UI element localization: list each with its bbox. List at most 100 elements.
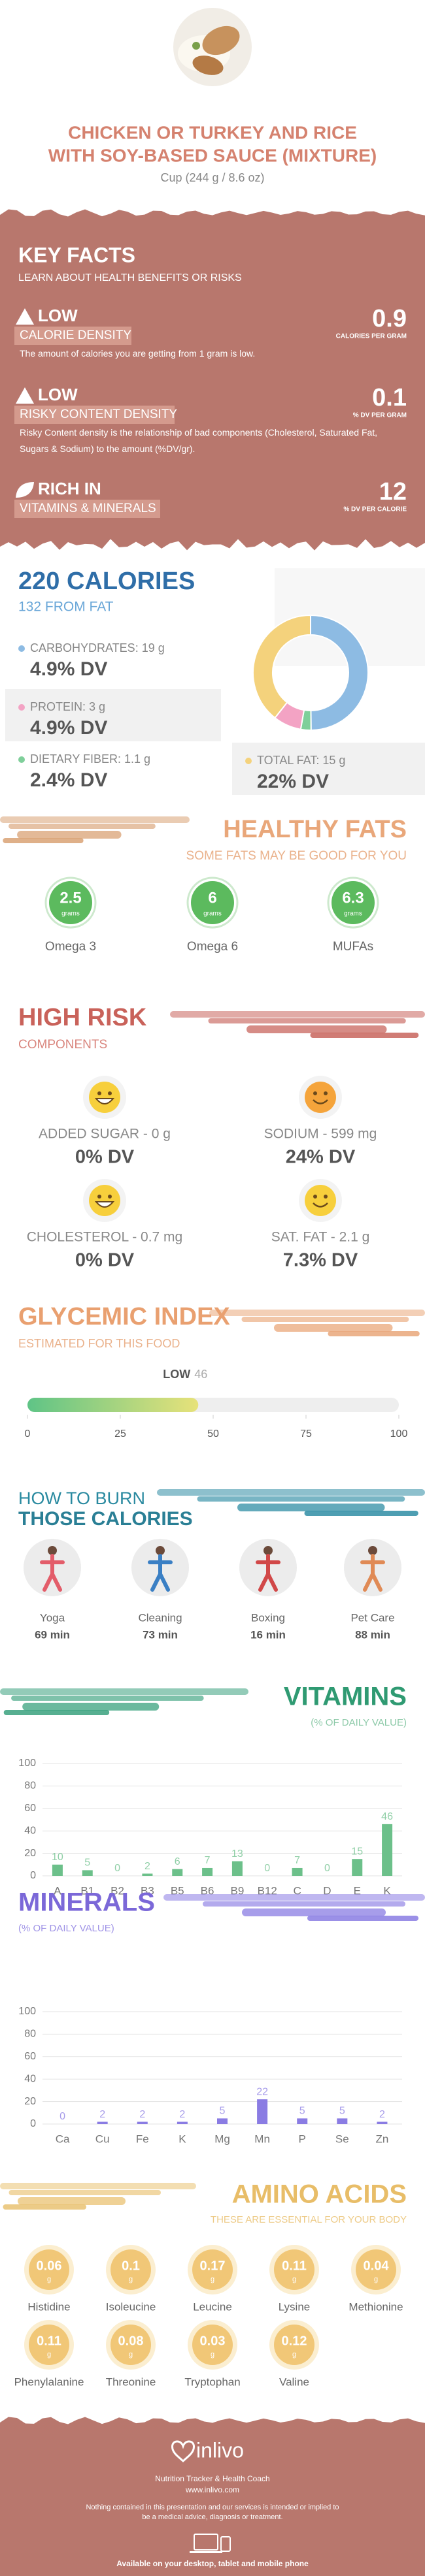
gi-value: 46 bbox=[194, 1368, 207, 1381]
amino-unit: g bbox=[292, 2351, 296, 2359]
decor-stripe bbox=[241, 1317, 409, 1322]
amino-value: 0.11 bbox=[282, 2259, 307, 2273]
device-icon bbox=[220, 2536, 231, 2552]
amino-value: 0.03 bbox=[200, 2334, 226, 2348]
bar bbox=[231, 1861, 243, 1876]
bar bbox=[177, 2121, 188, 2124]
decor-stripe bbox=[170, 1011, 425, 1018]
amino-unit: g bbox=[374, 2276, 378, 2283]
x-tick-label: Ca bbox=[56, 2133, 70, 2145]
decor-stripe bbox=[310, 1033, 419, 1038]
decor-stripe bbox=[307, 1916, 418, 1921]
bar bbox=[137, 2121, 148, 2124]
fat-circle bbox=[191, 881, 234, 924]
fat-value: 2.5 bbox=[60, 889, 81, 907]
bar bbox=[82, 1870, 93, 1876]
y-tick-label: 40 bbox=[24, 2073, 36, 2084]
value-label: 2 bbox=[144, 1861, 150, 1872]
fact-unit: % DV PER CALORIE bbox=[343, 506, 407, 513]
activity-name: Cleaning bbox=[138, 1611, 182, 1624]
activity-time: 69 min bbox=[35, 1628, 70, 1641]
face bbox=[89, 1185, 120, 1216]
availability: Available on your desktop, tablet and mo… bbox=[116, 2559, 309, 2568]
decor-stripe bbox=[17, 831, 122, 839]
section-subtitle: LEARN ABOUT HEALTH BENEFITS OR RISKS bbox=[18, 272, 242, 283]
amino-value: 0.08 bbox=[118, 2334, 144, 2348]
decor-stripe bbox=[22, 1703, 160, 1711]
nutrient-dv: 22% DV bbox=[257, 771, 329, 792]
device-icon bbox=[194, 2534, 218, 2551]
nutrient-bg bbox=[232, 743, 425, 795]
x-tick-label: Mg bbox=[214, 2133, 230, 2145]
amino-name: Isoleucine bbox=[106, 2300, 156, 2313]
description: Risky Content density is the relationshi… bbox=[20, 427, 378, 454]
decor-stripe bbox=[304, 1511, 418, 1516]
activity-head bbox=[156, 1546, 165, 1555]
page-title: WITH SOY-BASED SAUCE (MIXTURE) bbox=[48, 145, 377, 165]
face bbox=[89, 1082, 120, 1113]
device-icon bbox=[190, 2551, 222, 2553]
decor-stripe bbox=[209, 1310, 425, 1316]
decor-stripe bbox=[157, 1489, 425, 1496]
section-title: VITAMINS bbox=[284, 1682, 407, 1711]
y-tick-label: 100 bbox=[18, 2006, 36, 2017]
section-subtitle: (% OF DAILY VALUE) bbox=[18, 1923, 114, 1934]
value-label: 0 bbox=[114, 1863, 120, 1874]
fact-unit: % DV PER GRAM bbox=[353, 412, 407, 419]
face bbox=[305, 1082, 336, 1113]
warning-icon bbox=[16, 387, 34, 404]
value-label: 10 bbox=[52, 1852, 63, 1863]
nutrient-label: PROTEIN: 3 g bbox=[30, 700, 105, 713]
y-tick-label: 100 bbox=[18, 1758, 36, 1769]
gi-tick-label: 75 bbox=[300, 1428, 312, 1440]
amino-name: Methionine bbox=[348, 2300, 403, 2313]
decor-stripe bbox=[274, 1324, 393, 1332]
decor-stripe bbox=[0, 1688, 248, 1695]
label: CALORIE DENSITY bbox=[20, 329, 131, 342]
fat-name: Omega 6 bbox=[187, 940, 238, 954]
section-title: THOSE CALORIES bbox=[18, 1508, 193, 1530]
decor-stripe bbox=[3, 838, 84, 843]
value-label: 5 bbox=[299, 2106, 305, 2117]
bar bbox=[377, 2121, 388, 2124]
section-subtitle: (% OF DAILY VALUE) bbox=[311, 1717, 407, 1728]
gi-tick-label: 50 bbox=[207, 1428, 219, 1440]
face-mouth bbox=[94, 1098, 115, 1104]
activity-body bbox=[360, 1554, 385, 1592]
brand: inlivo bbox=[196, 2438, 244, 2462]
activity-time: 88 min bbox=[355, 1628, 390, 1641]
fat-unit: grams bbox=[344, 910, 362, 918]
nutrient-dv: 2.4% DV bbox=[30, 769, 107, 791]
y-tick-label: 20 bbox=[24, 2096, 36, 2107]
section-title: GLYCEMIC INDEX bbox=[18, 1303, 230, 1330]
nutrient-dot bbox=[245, 758, 252, 764]
amino-value: 0.17 bbox=[200, 2259, 226, 2273]
value-label: 7 bbox=[205, 1855, 211, 1866]
y-tick-label: 60 bbox=[24, 1803, 36, 1814]
nutrient-bg bbox=[5, 689, 221, 741]
fact-unit: CALORIES PER GRAM bbox=[336, 333, 407, 340]
face-eye bbox=[97, 1195, 101, 1199]
decor-stripe bbox=[163, 1894, 425, 1901]
decor-stripe bbox=[3, 1710, 110, 1715]
x-tick-label: B2 bbox=[110, 1884, 124, 1897]
amino-circle bbox=[274, 2249, 314, 2290]
activity-time: 16 min bbox=[250, 1628, 286, 1641]
decor-stripe bbox=[328, 1331, 420, 1336]
amino-circle bbox=[110, 2325, 151, 2365]
section-title: 220 CALORIES bbox=[18, 568, 195, 595]
y-tick-label: 60 bbox=[24, 2051, 36, 2062]
food-meat bbox=[192, 56, 224, 75]
nutrient-dot bbox=[18, 645, 25, 652]
section-subtitle: SOME FATS MAY BE GOOD FOR YOU bbox=[186, 849, 407, 863]
value-label: 2 bbox=[179, 2109, 185, 2120]
amino-unit: g bbox=[47, 2276, 51, 2283]
donut-slice bbox=[310, 614, 369, 732]
amino-circle bbox=[192, 2249, 233, 2290]
fact-value: 12 bbox=[379, 478, 407, 506]
fat-circle bbox=[49, 881, 92, 924]
face-eye bbox=[313, 1091, 317, 1095]
activity-body bbox=[148, 1554, 173, 1592]
nutrient-label: CARBOHYDRATES: 19 g bbox=[30, 641, 165, 654]
